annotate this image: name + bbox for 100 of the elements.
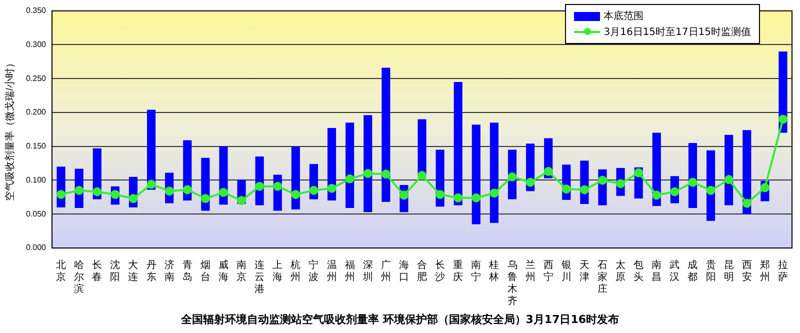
x-tick-label: 长春 xyxy=(92,258,102,283)
point xyxy=(110,190,120,199)
y-tick-label: 0.200 xyxy=(26,108,47,117)
point xyxy=(436,190,445,199)
y-tick-label: 0.000 xyxy=(26,243,47,252)
x-tick-label: 温州 xyxy=(326,258,337,283)
point xyxy=(544,166,553,176)
point xyxy=(490,188,499,198)
y-axis-title: 空气吸收剂量率（微戈瑞/小时） xyxy=(4,58,16,201)
x-tick-label: 石家庄 xyxy=(597,260,608,295)
x-tick-label: 拉萨 xyxy=(778,258,788,283)
bar xyxy=(147,110,156,190)
x-tick-label: 福州 xyxy=(344,258,355,283)
point xyxy=(218,188,228,197)
point xyxy=(472,193,481,202)
point xyxy=(652,190,662,200)
x-tick-label: 大连 xyxy=(128,258,138,283)
text: 全国辐射环境自动监测站空气吸收剂量率 环境保护部（国家核安全局）3月17日16时发布 xyxy=(180,312,620,327)
x-tick-label: 兰州 xyxy=(525,258,536,283)
x-tick-label: 南京 xyxy=(236,258,247,283)
x-tick-label: 桂林 xyxy=(488,258,500,283)
point xyxy=(146,180,156,189)
point xyxy=(526,178,535,187)
point xyxy=(670,187,680,196)
point xyxy=(345,174,354,184)
point xyxy=(309,186,318,195)
point xyxy=(273,182,282,191)
point xyxy=(616,179,626,188)
point xyxy=(291,190,300,199)
legend-label: 本底范围 xyxy=(604,10,644,23)
point xyxy=(255,182,264,191)
point xyxy=(164,186,174,196)
x-tick-label: 深圳 xyxy=(362,258,373,283)
point xyxy=(56,190,66,199)
point xyxy=(182,185,192,194)
point xyxy=(706,186,716,195)
point xyxy=(778,114,788,124)
x-tick-label: 西宁 xyxy=(543,260,554,283)
x-tick-label: 广州 xyxy=(380,258,391,283)
bar xyxy=(382,68,390,202)
y-tick-label: 0.150 xyxy=(26,142,47,151)
x-tick-label: 哈尔滨 xyxy=(74,258,84,295)
bar xyxy=(346,122,354,208)
bar xyxy=(418,119,426,175)
x-tick-label: 合肥 xyxy=(417,258,428,283)
point xyxy=(399,190,408,200)
point xyxy=(381,170,390,179)
x-tick-label: 北京 xyxy=(56,258,66,283)
x-tick-label: 杭州 xyxy=(290,258,301,283)
y-tick-label: 0.350 xyxy=(26,6,47,16)
x-tick-label: 郑州 xyxy=(760,258,770,283)
x-tick-label: 烟台 xyxy=(200,258,210,283)
x-tick-label: 威海 xyxy=(218,258,228,283)
point xyxy=(598,176,607,185)
x-tick-label: 西安 xyxy=(742,260,752,283)
point xyxy=(327,184,336,193)
point xyxy=(688,178,698,187)
x-tick-label: 连云港 xyxy=(254,258,265,295)
point xyxy=(74,186,84,195)
point xyxy=(634,168,644,178)
x-tick-label: 贵阳 xyxy=(706,258,716,283)
x-tick-label: 银川 xyxy=(560,260,572,283)
x-tick-label: 重庆 xyxy=(453,258,464,283)
x-tick-label: 丹东 xyxy=(146,260,156,283)
bar xyxy=(742,130,752,214)
bar xyxy=(364,115,372,212)
x-tick-label: 沈阳 xyxy=(110,258,120,283)
x-tick-label: 天津 xyxy=(579,260,590,283)
point xyxy=(363,168,372,178)
x-tick-label: 昆明 xyxy=(724,260,734,283)
point xyxy=(128,194,138,204)
y-tick-label: 0.100 xyxy=(26,175,47,184)
y-tick-label: 0.050 xyxy=(26,209,47,218)
bar xyxy=(472,124,480,224)
point xyxy=(508,172,517,182)
bar xyxy=(454,82,462,206)
x-tick-label: 乌鲁木齐 xyxy=(507,258,518,307)
x-tick-label: 海口 xyxy=(398,258,409,283)
y-tick-label: 0.250 xyxy=(26,74,47,83)
x-tick-label: 武汉 xyxy=(670,258,680,283)
x-tick-label: 南昌 xyxy=(652,258,662,283)
x-tick-label: 济南 xyxy=(164,258,174,283)
x-tick-label: 长沙 xyxy=(435,258,446,283)
x-tick-label: 成都 xyxy=(688,258,698,283)
point xyxy=(580,185,589,194)
point xyxy=(742,198,752,208)
x-tick-label: 青岛 xyxy=(182,258,192,283)
point xyxy=(418,170,427,180)
x-tick-label: 包头 xyxy=(634,258,644,283)
point xyxy=(454,193,463,202)
legend-label: 3月16日15时至17日15时监测值 xyxy=(604,26,751,39)
x-tick-label: 上海 xyxy=(272,258,283,283)
bar xyxy=(490,122,498,223)
point xyxy=(237,196,246,206)
x-tick-label: 南宁 xyxy=(471,258,482,283)
point xyxy=(760,183,770,192)
point xyxy=(92,187,102,196)
point xyxy=(200,194,210,204)
x-tick-label: 太原 xyxy=(616,258,626,283)
x-tick-label: 宁波 xyxy=(308,258,319,283)
